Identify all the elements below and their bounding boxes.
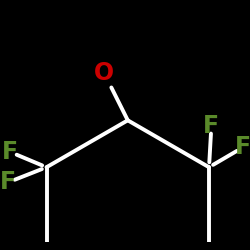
Text: F: F xyxy=(235,135,250,159)
Text: F: F xyxy=(203,114,220,138)
Text: O: O xyxy=(94,62,114,86)
Text: F: F xyxy=(0,170,16,194)
Text: F: F xyxy=(2,140,18,164)
